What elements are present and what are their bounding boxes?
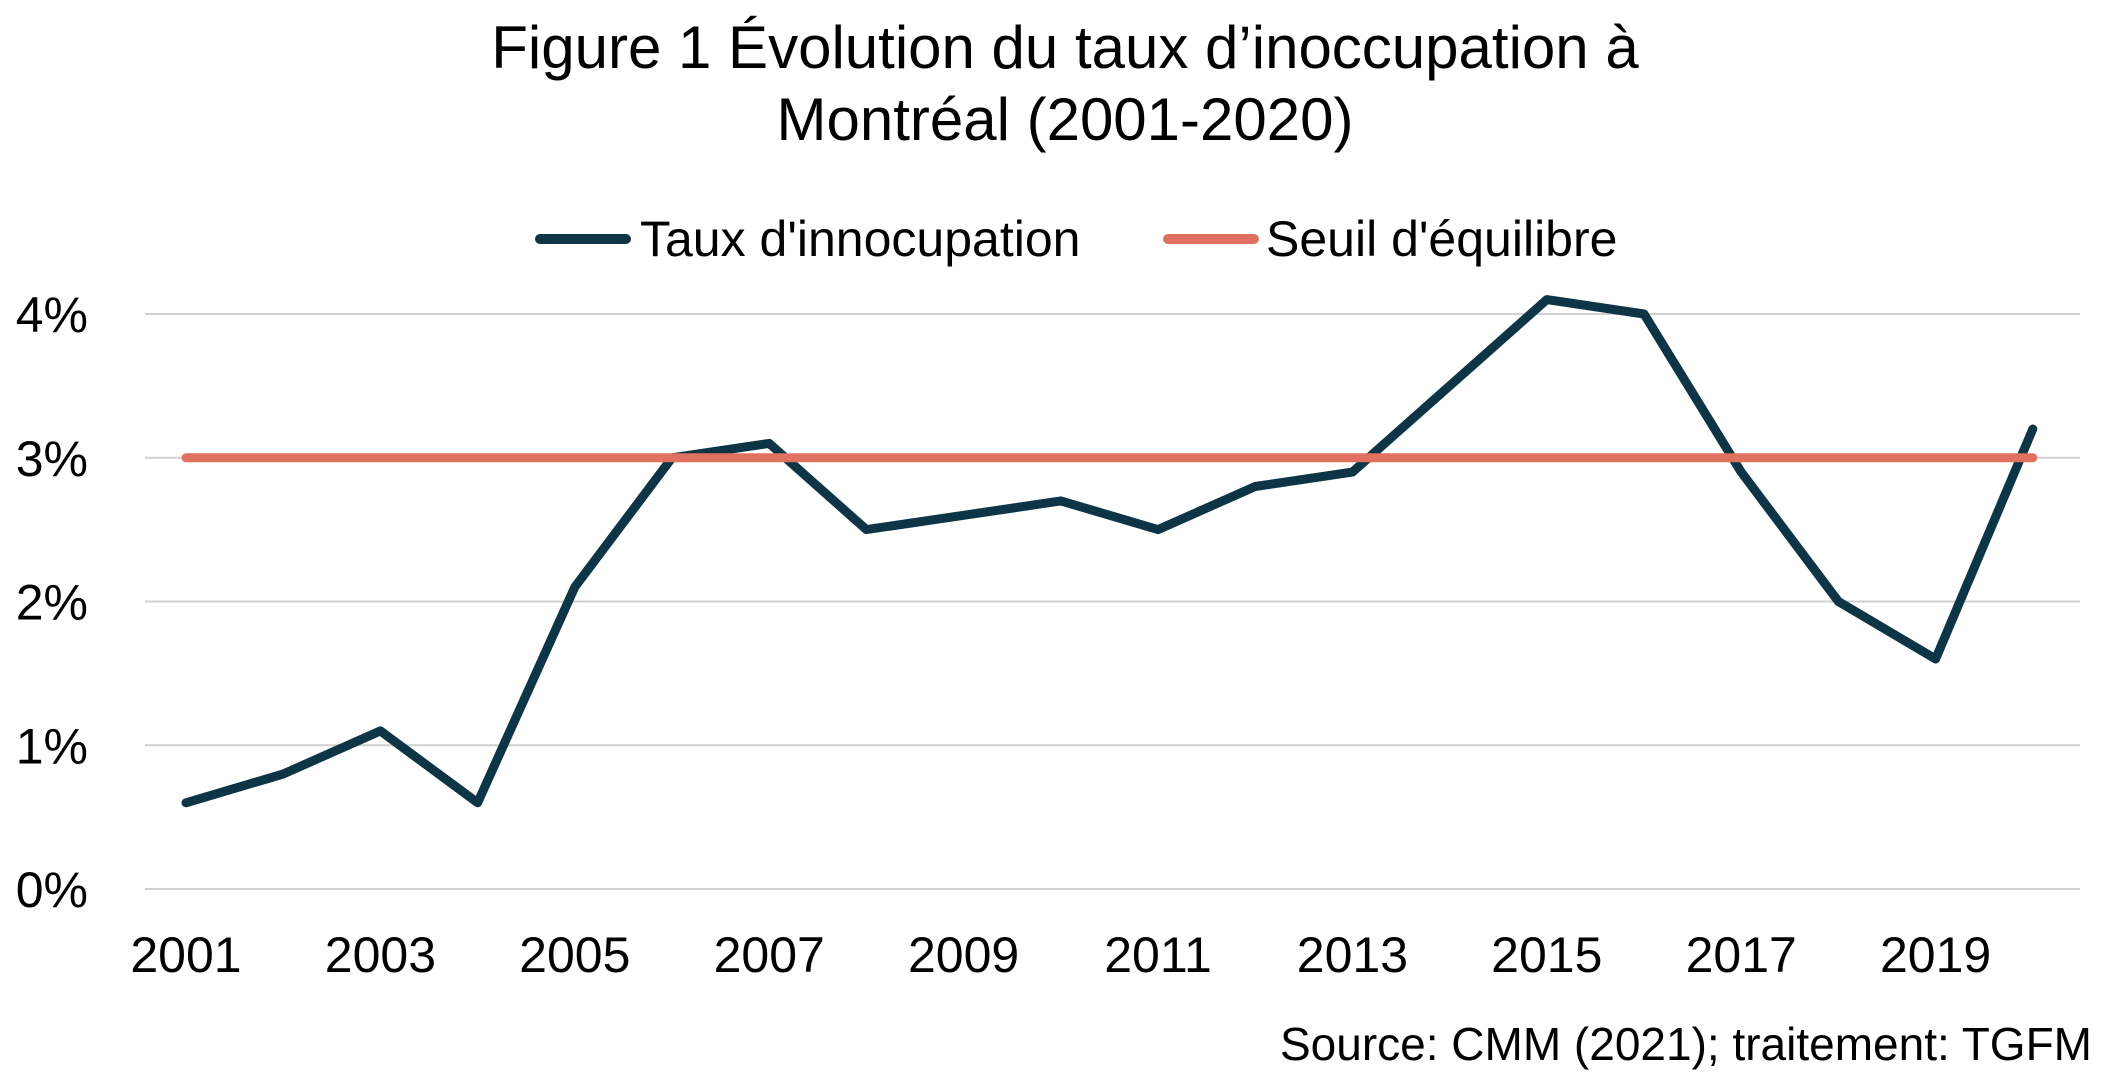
series-line-taux <box>181 295 2038 808</box>
legend-label-seuil: Seuil d'équilibre <box>1266 211 1617 267</box>
chart-title-line-2: Montréal (2001-2020) <box>776 86 1353 153</box>
y-tick-label: 2% <box>16 575 88 631</box>
series-lines <box>181 295 2038 808</box>
source-note: Source: CMM (2021); traitement: TGFM <box>1280 1018 2092 1070</box>
x-tick-label: 2011 <box>1104 927 1212 983</box>
x-tick-label: 2007 <box>714 927 825 983</box>
legend: Taux d'innocupation Seuil d'équilibre <box>535 211 1617 267</box>
y-axis-tick-labels: 0% 1% 2% 3% 4% <box>16 287 88 918</box>
y-tick-label: 0% <box>16 862 88 918</box>
x-tick-label: 2017 <box>1686 927 1797 983</box>
x-tick-label: 2005 <box>519 927 630 983</box>
x-tick-label: 2003 <box>325 927 436 983</box>
y-tick-label: 1% <box>16 718 88 774</box>
x-tick-label: 2015 <box>1491 927 1602 983</box>
y-tick-label: 4% <box>16 287 88 343</box>
x-axis-tick-labels: 2001 2003 2005 2007 2009 2011 2013 2015 2017 2019 <box>130 927 1991 983</box>
gridlines <box>145 313 2080 890</box>
x-tick-label: 2009 <box>908 927 1019 983</box>
x-tick-label: 2013 <box>1297 927 1408 983</box>
y-tick-label: 3% <box>16 431 88 487</box>
chart-title: Figure 1 Évolution du taux d’inoccupatio… <box>491 14 1639 153</box>
chart-title-line-1: Figure 1 Évolution du taux d’inoccupatio… <box>491 14 1639 81</box>
legend-label-taux: Taux d'innocupation <box>640 211 1080 267</box>
x-tick-label: 2001 <box>130 927 241 983</box>
x-tick-label: 2019 <box>1880 927 1991 983</box>
